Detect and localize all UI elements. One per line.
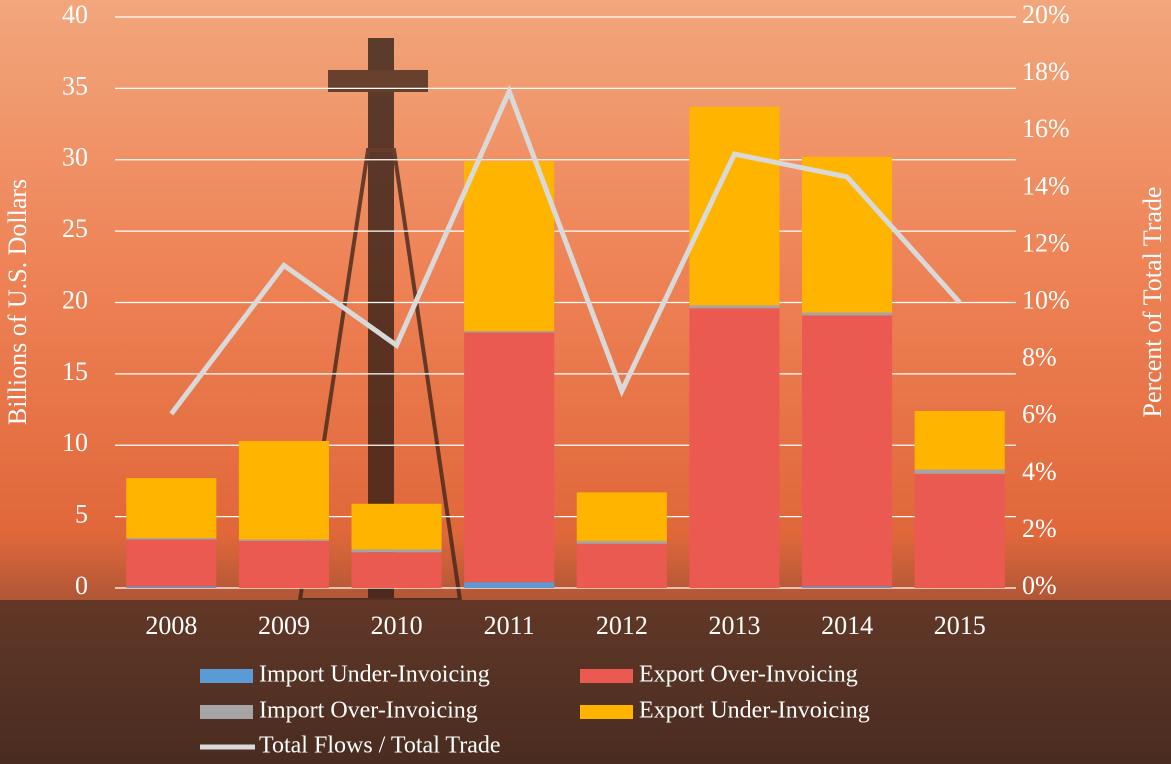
x-tick-label: 2013 (708, 611, 760, 640)
y2-tick-label: 16% (1022, 114, 1070, 143)
bar-segment (577, 541, 667, 544)
y2-axis-title: Percent of Total Trade (1138, 187, 1167, 418)
y2-tick-label: 8% (1022, 343, 1057, 372)
y-tick-label: 30 (62, 143, 88, 172)
y2-tick-label: 10% (1022, 285, 1070, 314)
bar-segment (239, 441, 329, 539)
y-tick-label: 0 (75, 571, 88, 600)
y2-tick-label: 20% (1022, 0, 1070, 29)
x-tick-label: 2010 (371, 611, 423, 640)
y-tick-label: 5 (75, 500, 88, 529)
legend-swatch (580, 669, 633, 683)
legend-label: Export Over-Invoicing (639, 662, 858, 688)
y-tick-label: 15 (62, 357, 88, 386)
bar-segment (126, 478, 216, 538)
y2-tick-label: 0% (1022, 571, 1057, 600)
bar-segment (802, 587, 892, 588)
x-tick-label: 2009 (258, 611, 310, 640)
bar-segment (239, 539, 329, 540)
bar-segment (802, 312, 892, 315)
bar-segment (464, 331, 554, 332)
x-tick-label: 2014 (821, 611, 873, 640)
bar-segment (352, 549, 442, 552)
bar-segment (689, 305, 779, 308)
legend-label: Import Under-Invoicing (259, 662, 490, 688)
legend-label: Export Under-Invoicing (639, 698, 870, 724)
chart: Billions of U.S. Dollars Percent of Tota… (0, 0, 1171, 764)
y2-tick-label: 2% (1022, 514, 1057, 543)
y2-tick-label: 18% (1022, 57, 1070, 86)
y2-tick-label: 12% (1022, 228, 1070, 257)
bar-segment (239, 541, 329, 588)
y-tick-label: 40 (62, 0, 88, 29)
bar-segment (352, 504, 442, 550)
bar-segment (464, 161, 554, 331)
y-tick-label: 10 (62, 428, 88, 457)
legend-swatch (200, 705, 253, 719)
bar-segment (915, 474, 1005, 588)
y2-tick-label: 14% (1022, 171, 1070, 200)
y-axis-title: Billions of U.S. Dollars (3, 179, 32, 425)
bar-segment (577, 544, 667, 588)
bar-segment (464, 332, 554, 582)
bar-segment (689, 308, 779, 588)
bar-segment (577, 492, 667, 541)
bar-segment (126, 539, 216, 586)
legend-label: Total Flows / Total Trade (259, 733, 501, 759)
y2-tick-label: 4% (1022, 457, 1057, 486)
y-tick-label: 25 (62, 214, 88, 243)
y-tick-label: 35 (62, 71, 88, 100)
bar-segment (689, 107, 779, 305)
x-tick-label: 2008 (145, 611, 197, 640)
legend-swatch (580, 705, 633, 719)
x-tick-label: 2012 (596, 611, 648, 640)
bar-segment (915, 470, 1005, 474)
x-tick-label: 2011 (484, 611, 535, 640)
bar-segment (126, 587, 216, 588)
bar-segment (915, 411, 1005, 470)
x-tick-label: 2015 (934, 611, 986, 640)
bar-segment (126, 538, 216, 539)
bar-segment (464, 582, 554, 588)
bar-segment (802, 315, 892, 586)
legend-label: Import Over-Invoicing (259, 698, 478, 724)
bar-segment (352, 552, 442, 588)
legend-swatch (200, 669, 253, 683)
y2-tick-label: 6% (1022, 400, 1057, 429)
y-tick-label: 20 (62, 285, 88, 314)
